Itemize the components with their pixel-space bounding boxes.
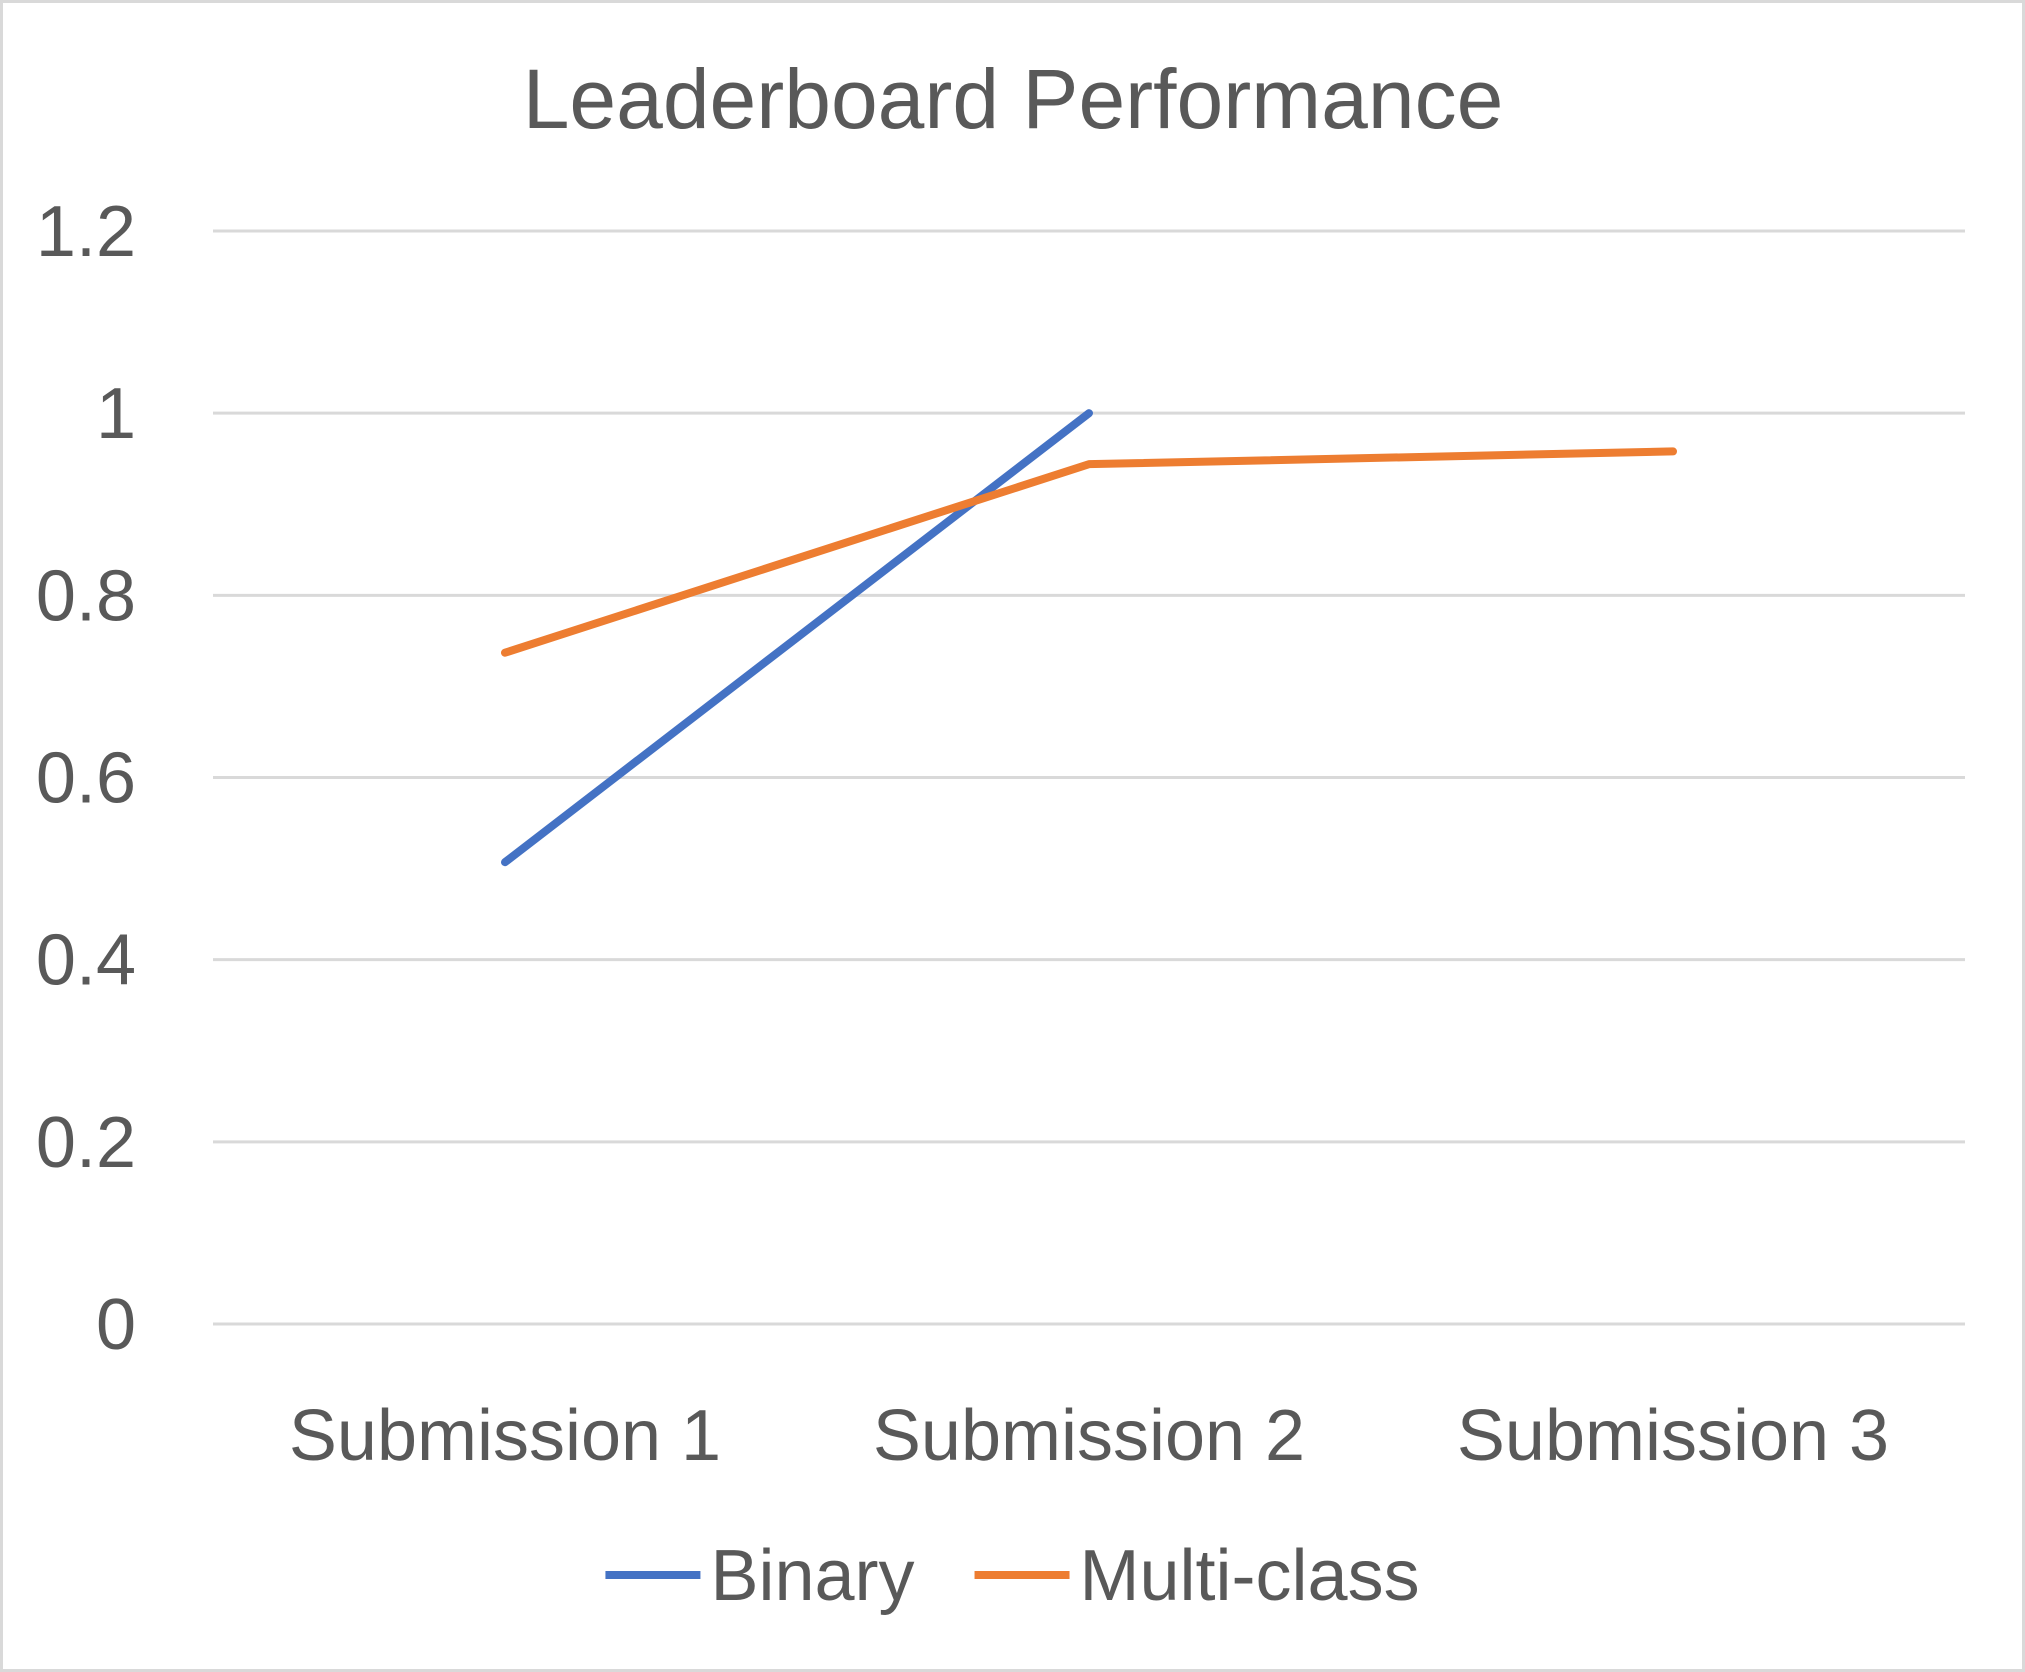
y-tick-label: 0 — [96, 1285, 136, 1365]
legend-label: Binary — [710, 1536, 914, 1616]
line-chart: Leaderboard Performance 0 0.2 0.4 0.6 0.8 1 1.… — [36, 52, 1965, 1616]
y-tick-label: 1 — [96, 374, 136, 454]
y-tick-label: 0.8 — [36, 556, 136, 636]
y-tick-label: 0.4 — [36, 921, 136, 1001]
x-axis-tick-labels: Submission 1 Submission 2 Submission 3 — [289, 1396, 1889, 1476]
y-tick-label: 0.6 — [36, 739, 136, 819]
y-axis-tick-labels: 0 0.2 0.4 0.6 0.8 1 1.2 — [36, 192, 136, 1365]
series-line-multi-class — [501, 447, 1677, 657]
y-tick-label: 1.2 — [36, 192, 136, 272]
legend-item: Multi-class — [974, 1536, 1420, 1616]
legend: Binary Multi-class — [605, 1536, 1420, 1616]
chart-title: Leaderboard Performance — [523, 52, 1504, 146]
x-tick-label: Submission 3 — [1457, 1396, 1889, 1476]
series-lines — [501, 409, 1677, 867]
y-tick-label: 0.2 — [36, 1103, 136, 1183]
gridlines — [213, 229, 1965, 1326]
series-line-binary — [501, 409, 1093, 867]
x-tick-label: Submission 2 — [873, 1396, 1305, 1476]
legend-label: Multi-class — [1080, 1536, 1420, 1616]
x-tick-label: Submission 1 — [289, 1396, 721, 1476]
legend-item: Binary — [605, 1536, 915, 1616]
